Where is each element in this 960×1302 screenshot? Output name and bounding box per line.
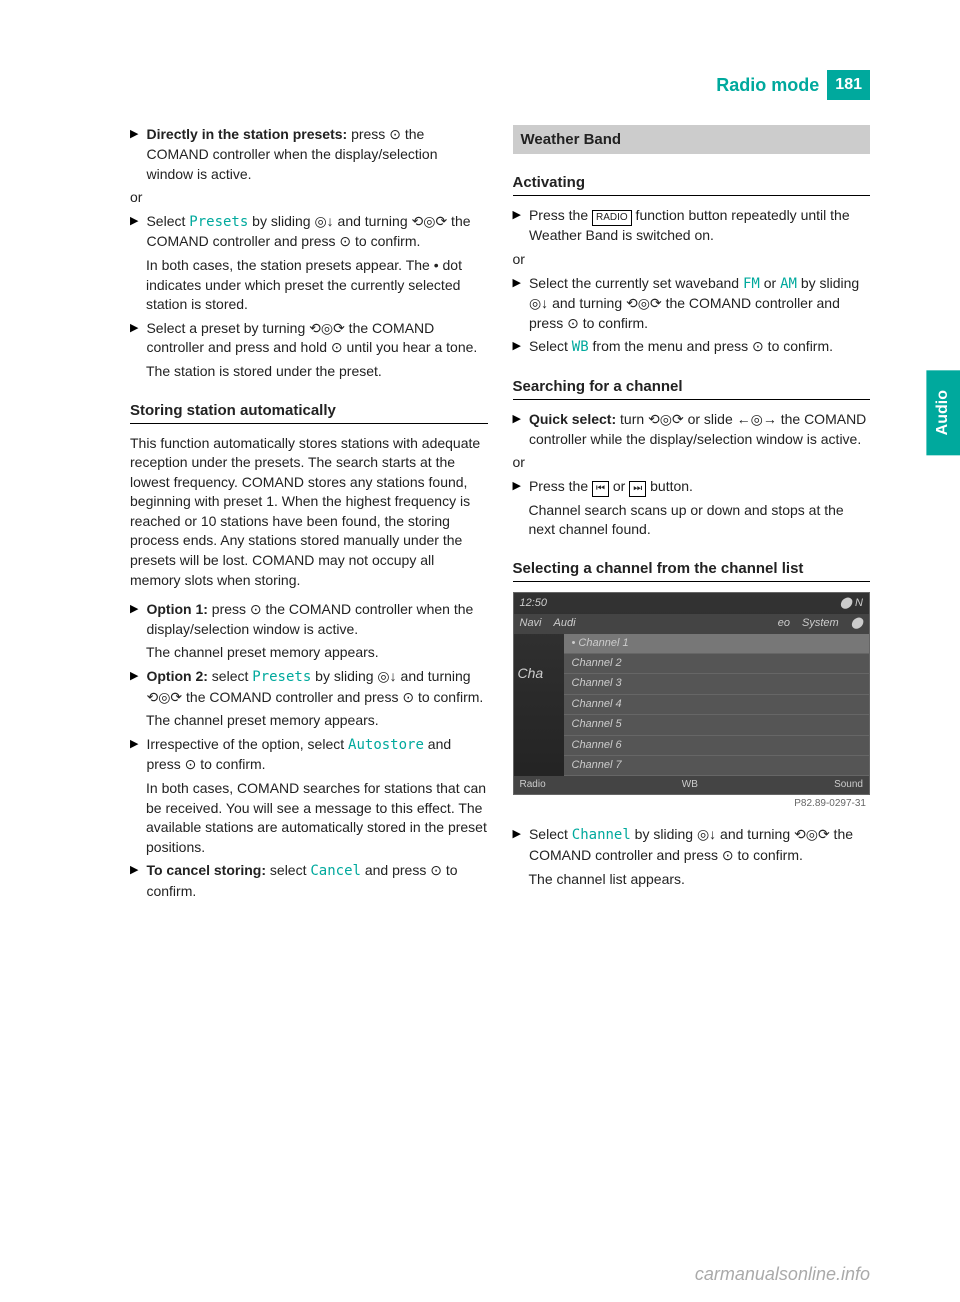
bullet-icon: ▶ bbox=[513, 339, 521, 358]
list-item: ▶ Directly in the station presets: press… bbox=[130, 125, 488, 184]
section-tab: Audio bbox=[926, 370, 960, 455]
next-button-icon: ⏭ bbox=[629, 481, 646, 497]
section-heading: Searching for a channel bbox=[513, 376, 871, 400]
item-text: Irrespective of the option, select Autos… bbox=[146, 735, 487, 775]
item-text: Select WB from the menu and press ⊙ to c… bbox=[529, 337, 870, 358]
bullet-icon: ▶ bbox=[513, 479, 521, 497]
item-text: Select Channel by sliding ◎↓ and turning… bbox=[529, 825, 870, 865]
screen-tab: Audi bbox=[548, 614, 582, 633]
bullet-icon: ▶ bbox=[513, 276, 521, 334]
screen-time: 12:50 bbox=[520, 596, 548, 611]
item-text: Option 2: select Presets by sliding ◎↓ a… bbox=[146, 667, 487, 707]
list-item: ▶ Quick select: turn ⟲◎⟳ or slide ←◎→ th… bbox=[513, 410, 871, 449]
list-item: ▶ Select the currently set waveband FM o… bbox=[513, 274, 871, 334]
manual-page: Radio mode 181 Audio ▶ Directly in the s… bbox=[0, 0, 960, 1302]
bullet-icon: ▶ bbox=[513, 208, 521, 246]
item-text: Quick select: turn ⟲◎⟳ or slide ←◎→ the … bbox=[529, 410, 870, 449]
bullet-icon: ▶ bbox=[130, 669, 138, 707]
list-item: ▶ Option 2: select Presets by sliding ◎↓… bbox=[130, 667, 488, 707]
bullet-icon: ▶ bbox=[130, 737, 138, 775]
bullet-icon: ▶ bbox=[513, 412, 521, 449]
sub-text: The station is stored under the preset. bbox=[146, 362, 488, 382]
sub-text: The channel preset memory appears. bbox=[146, 643, 488, 663]
left-column: ▶ Directly in the station presets: press… bbox=[130, 125, 488, 905]
section-heading: Selecting a channel from the channel lis… bbox=[513, 558, 871, 582]
or-separator: or bbox=[513, 250, 871, 270]
channel-row: Channel 5 bbox=[564, 715, 870, 735]
section-heading: Activating bbox=[513, 172, 871, 196]
channel-row: Channel 6 bbox=[564, 736, 870, 756]
bullet-icon: ▶ bbox=[130, 321, 138, 358]
right-column: Weather Band Activating ▶ Press the RADI… bbox=[513, 125, 871, 905]
item-text: Directly in the station presets: press ⊙… bbox=[146, 125, 487, 184]
list-item: ▶ Press the RADIO function button repeat… bbox=[513, 206, 871, 246]
sub-text: In both cases, the station presets appea… bbox=[146, 256, 488, 315]
screen-nav-icon: ⬤ N bbox=[840, 596, 863, 611]
sub-text: The channel preset memory appears. bbox=[146, 711, 488, 731]
list-item: ▶ Select WB from the menu and press ⊙ to… bbox=[513, 337, 871, 358]
item-text: Option 1: press ⊙ the COMAND controller … bbox=[146, 600, 487, 639]
radio-button-icon: RADIO bbox=[592, 210, 632, 226]
or-separator: or bbox=[130, 188, 488, 208]
prev-button-icon: ⏮ bbox=[592, 481, 609, 497]
bullet-icon: ▶ bbox=[513, 827, 521, 865]
list-item: ▶ Press the ⏮ or ⏭ button. bbox=[513, 477, 871, 497]
content-columns: ▶ Directly in the station presets: press… bbox=[130, 125, 870, 905]
page-header: Radio mode 181 bbox=[130, 70, 870, 100]
figure-caption: P82.89-0297-31 bbox=[513, 795, 871, 813]
bullet-icon: ▶ bbox=[130, 214, 138, 252]
screen-tabs: Navi Audi eo System ⬤ bbox=[514, 614, 870, 633]
item-text: Select a preset by turning ⟲◎⟳ the COMAN… bbox=[146, 319, 487, 358]
watermark: carmanualsonline.info bbox=[695, 1262, 870, 1287]
screen-side-label: Cha bbox=[514, 634, 564, 777]
channel-row: Channel 2 bbox=[564, 654, 870, 674]
screen-tab: System bbox=[796, 614, 845, 633]
bullet-icon: ▶ bbox=[130, 602, 138, 639]
channel-list: • Channel 1 Channel 2 Channel 3 Channel … bbox=[564, 634, 870, 777]
header-title: Radio mode bbox=[716, 73, 819, 98]
sub-text: In both cases, COMAND searches for stati… bbox=[146, 779, 488, 857]
channel-row: • Channel 1 bbox=[564, 634, 870, 654]
page-number: 181 bbox=[827, 70, 870, 100]
list-item: ▶ To cancel storing: select Cancel and p… bbox=[130, 861, 488, 901]
section-heading: Storing station automatically bbox=[130, 400, 488, 424]
screen-tab: ⬤ bbox=[845, 614, 869, 633]
sub-text: The channel list appears. bbox=[529, 870, 871, 890]
comand-screenshot: 12:50 ⬤ N Navi Audi eo System ⬤ Cha • Ch… bbox=[513, 592, 871, 814]
screen-footer: Radio WB Sound bbox=[514, 776, 870, 794]
screen-tab: Navi bbox=[514, 614, 548, 633]
screen-tab: eo bbox=[772, 614, 796, 633]
sub-text: Channel search scans up or down and stop… bbox=[529, 501, 871, 540]
section-bar: Weather Band bbox=[513, 125, 871, 154]
item-text: Select the currently set waveband FM or … bbox=[529, 274, 870, 334]
item-text: Press the RADIO function button repeated… bbox=[529, 206, 870, 246]
channel-row: Channel 3 bbox=[564, 674, 870, 694]
paragraph: This function automatically stores stati… bbox=[130, 434, 488, 591]
bullet-icon: ▶ bbox=[130, 127, 138, 184]
item-text: Press the ⏮ or ⏭ button. bbox=[529, 477, 870, 497]
list-item: ▶ Irrespective of the option, select Aut… bbox=[130, 735, 488, 775]
channel-row: Channel 7 bbox=[564, 756, 870, 776]
bullet-icon: ▶ bbox=[130, 863, 138, 901]
or-separator: or bbox=[513, 453, 871, 473]
list-item: ▶ Select a preset by turning ⟲◎⟳ the COM… bbox=[130, 319, 488, 358]
list-item: ▶ Select Presets by sliding ◎↓ and turni… bbox=[130, 212, 488, 252]
list-item: ▶ Option 1: press ⊙ the COMAND controlle… bbox=[130, 600, 488, 639]
item-text: Select Presets by sliding ◎↓ and turning… bbox=[146, 212, 487, 252]
list-item: ▶ Select Channel by sliding ◎↓ and turni… bbox=[513, 825, 871, 865]
channel-row: Channel 4 bbox=[564, 695, 870, 715]
item-text: To cancel storing: select Cancel and pre… bbox=[146, 861, 487, 901]
